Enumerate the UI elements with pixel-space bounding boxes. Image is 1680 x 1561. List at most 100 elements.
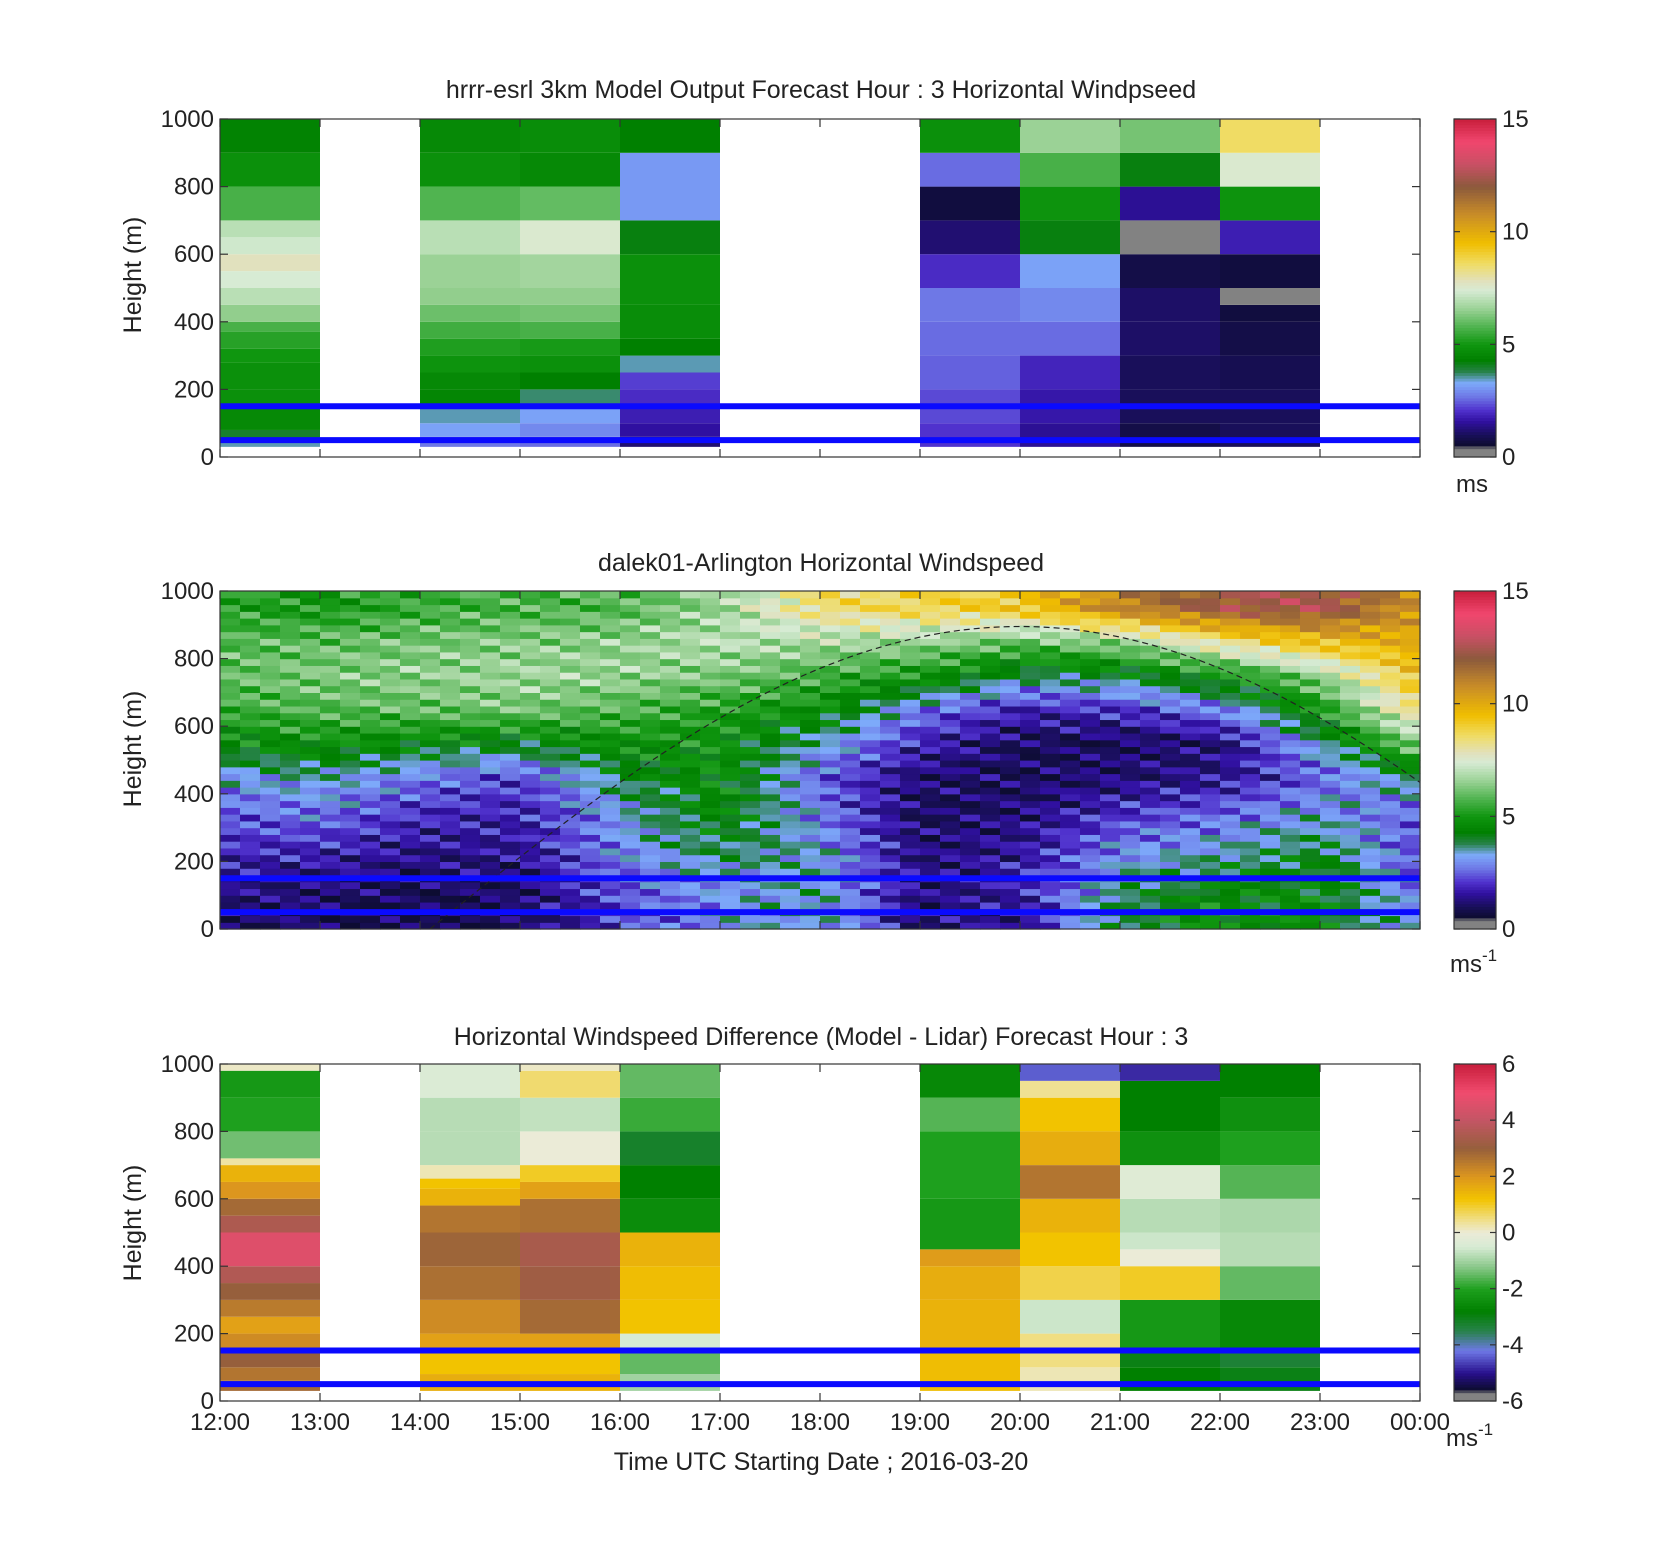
lidar-cell-1765 (920, 820, 941, 829)
lidar-cell-430 (380, 719, 401, 727)
lidar-cell-930 (580, 719, 601, 727)
lidar-cell-283 (320, 699, 341, 707)
x-tick-label: 23:00 (1290, 1409, 1350, 1436)
lidar-cell-16 (220, 814, 241, 822)
lidar-cell-1628 (860, 732, 881, 741)
lidar-cell-1632 (860, 705, 881, 714)
lidar-cell-1281 (720, 712, 741, 721)
lidar-cell-178 (280, 732, 301, 741)
lidar-cell-1887 (960, 672, 981, 680)
colorbar-segment (1454, 242, 1496, 247)
lidar-cell-620 (460, 787, 481, 795)
lidar-cell-2968 (1400, 800, 1421, 808)
lidar-cell-34 (220, 692, 241, 700)
lidar-cell-2500 (1220, 922, 1241, 930)
heat-cell-p0-c7-6 (1220, 254, 1320, 288)
colorbar-segment (1454, 420, 1496, 424)
lidar-cell-104 (260, 895, 281, 903)
lidar-cell-1242 (700, 638, 721, 646)
lidar-cell-1060 (640, 854, 661, 862)
lidar-cell-1865 (960, 820, 981, 829)
lidar-cell-2853 (1360, 901, 1381, 910)
lidar-cell-459 (400, 861, 421, 869)
lidar-cell-268 (320, 800, 341, 808)
lidar-cell-1009 (620, 861, 641, 869)
lidar-cell-2728 (1300, 732, 1321, 741)
lidar-cell-189 (280, 658, 301, 666)
lidar-cell-2761 (1320, 847, 1341, 856)
lidar-cell-2133 (1060, 699, 1081, 707)
lidar-cell-2600 (1260, 922, 1281, 930)
lidar-cell-1895 (960, 618, 981, 626)
heat-cell-p0-c4-3 (920, 321, 1020, 356)
colorbar-segment (1454, 655, 1496, 660)
lidar-cell-895 (560, 618, 581, 626)
lidar-cell-1521 (820, 780, 841, 788)
lidar-cell-2937 (1380, 672, 1401, 680)
lidar-cell-679 (480, 726, 501, 734)
lidar-cell-2378 (1160, 732, 1181, 741)
lidar-cell-2960 (1400, 854, 1421, 862)
lidar-cell-1174 (680, 760, 701, 768)
lidar-cell-1909 (980, 861, 1001, 869)
lidar-cell-2454 (1200, 895, 1221, 903)
lidar-cell-1640 (860, 651, 881, 660)
lidar-cell-438 (380, 665, 401, 673)
lidar-cell-568 (440, 800, 461, 808)
colorbar-segment (1454, 681, 1496, 685)
lidar-cell-271 (320, 780, 341, 788)
lidar-cell-2877 (1360, 739, 1381, 748)
lidar-cell-2693 (1280, 631, 1301, 639)
lidar-cell-814 (540, 827, 561, 835)
lidar-cell-1019 (620, 793, 641, 802)
lidar-cell-2365 (1160, 820, 1181, 829)
lidar-cell-1333 (740, 699, 761, 707)
lidar-cell-204 (300, 895, 321, 903)
lidar-cell-604 (460, 895, 481, 903)
lidar-cell-419 (380, 793, 401, 802)
lidar-cell-915 (580, 820, 601, 829)
lidar-cell-91 (240, 645, 261, 653)
lidar-cell-496 (400, 611, 421, 619)
lidar-cell-1322 (740, 773, 761, 781)
colorbar-segment (1454, 903, 1496, 908)
lidar-cell-2262 (1120, 841, 1141, 849)
lidar-cell-1059 (640, 861, 661, 869)
lidar-cell-1425 (780, 753, 801, 761)
colorbar-segment (1454, 619, 1496, 623)
colorbar-segment (1454, 1252, 1496, 1256)
lidar-cell-2905 (1380, 888, 1401, 896)
lidar-cell-465 (400, 820, 421, 829)
heat-cell-p0-c7-7 (1220, 220, 1320, 255)
lidar-cell-1705 (900, 888, 921, 896)
lidar-cell-634 (460, 692, 481, 700)
lidar-cell-2681 (1280, 712, 1301, 721)
lidar-cell-213 (300, 834, 321, 842)
lidar-cell-2214 (1100, 827, 1121, 835)
lidar-cell-2130 (1060, 719, 1081, 727)
lidar-cell-1506 (820, 881, 841, 890)
heat-cell-p0-c2-11 (520, 220, 620, 255)
colorbar-segment (1454, 689, 1496, 693)
lidar-cell-1247 (700, 604, 721, 612)
lidar-cell-2935 (1380, 685, 1401, 693)
lidar-cell-931 (580, 712, 601, 721)
lidar-cell-2524 (1220, 760, 1241, 768)
heat-cell-p0-c2-9 (520, 288, 620, 305)
colorbar-segment (1454, 785, 1496, 789)
x-tick-label: 15:00 (490, 1409, 550, 1436)
lidar-cell-448 (380, 597, 401, 606)
y-tick-label: 0 (201, 444, 214, 471)
colorbar-segment (1454, 906, 1496, 910)
lidar-cell-2609 (1260, 861, 1281, 869)
y-tick-label: 600 (174, 241, 214, 268)
lidar-cell-1014 (620, 827, 641, 835)
colorbar-tick-label: 6 (1502, 1051, 1515, 1078)
heat-cell-p2-c2-12 (520, 1064, 620, 1071)
colorbar-segment (1454, 1232, 1496, 1236)
lidar-cell-2394 (1160, 624, 1181, 633)
lidar-cell-1706 (900, 881, 921, 890)
lidar-cell-1854 (960, 895, 981, 903)
lidar-cell-1651 (880, 915, 901, 923)
lidar-cell-58 (240, 868, 261, 876)
